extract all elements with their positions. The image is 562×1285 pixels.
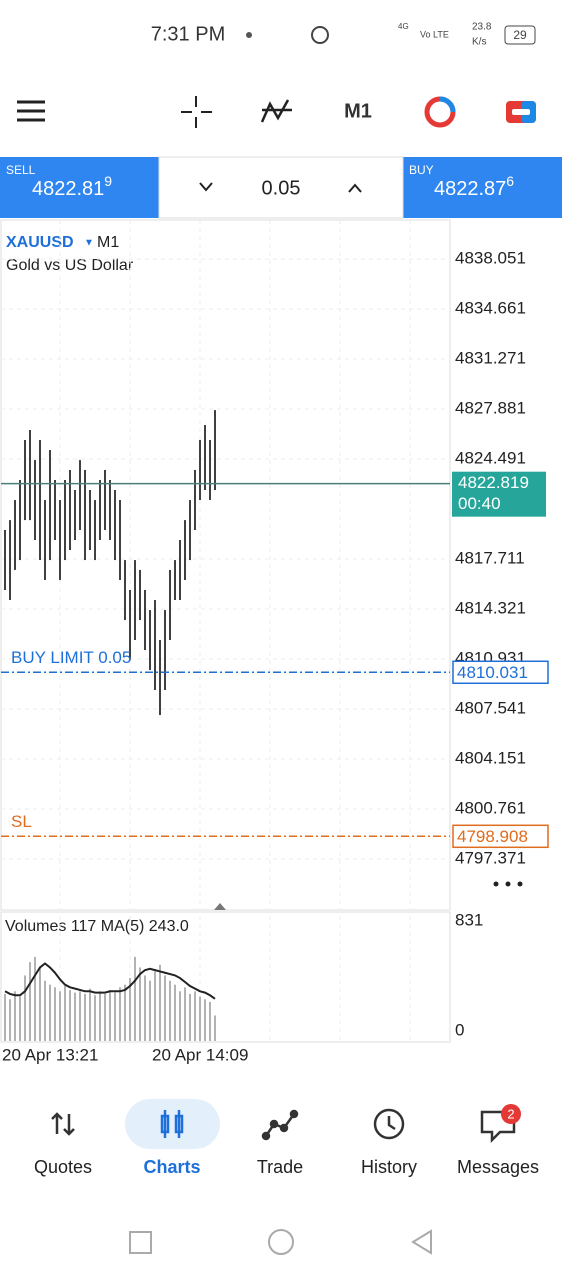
y-tick-label: 4804.151: [455, 748, 526, 767]
volume-frame: [0, 911, 451, 1043]
order-price: 4810.031: [457, 663, 528, 682]
speed-unit: K/s: [472, 37, 486, 48]
splitter[interactable]: [214, 903, 226, 910]
nav-label[interactable]: Messages: [457, 1157, 539, 1177]
buy-price: 4822.876: [434, 173, 514, 201]
order-price-box: [452, 660, 549, 685]
buy-price-main: 4822.87: [434, 178, 506, 200]
y-tick-label: 4838.051: [455, 249, 526, 268]
y-tick-label: 4800.761: [455, 798, 526, 817]
trade-icon: [261, 1109, 299, 1141]
chart-frame: [0, 219, 451, 911]
objects-icon: [439, 96, 456, 113]
more-button[interactable]: [493, 881, 523, 887]
history-icon: [373, 1108, 405, 1140]
chart-timeframe: M1: [97, 234, 119, 251]
y-tick-label: 4797.371: [455, 848, 526, 867]
active-pill: [125, 1099, 220, 1149]
badge: [501, 1104, 521, 1124]
lot-up[interactable]: [348, 183, 362, 193]
volume-title: Volumes 117 MA(5) 243.0: [5, 918, 189, 935]
home-button[interactable]: [268, 1229, 294, 1255]
order-price: 4798.908: [457, 827, 528, 846]
sell-price-main: 4822.81: [32, 178, 104, 200]
buy-label: BUY: [409, 163, 434, 177]
clock: 7:31 PM: [151, 23, 225, 45]
current-price-box: [452, 471, 546, 517]
nav-label[interactable]: Charts: [143, 1157, 200, 1177]
badge-count: 2: [507, 1106, 514, 1121]
quotes-icon: [51, 1112, 75, 1136]
menu-button[interactable]: [17, 100, 45, 122]
buy-price-sup: 6: [506, 173, 514, 189]
description: Gold vs US Dollar: [6, 257, 134, 274]
y-tick-label: 4834.661: [455, 299, 526, 318]
current-price-timer: 00:40: [458, 494, 501, 513]
trade-icon: [512, 109, 530, 115]
nav-label[interactable]: Quotes: [34, 1157, 92, 1177]
volume-tick-label: 831: [455, 910, 483, 929]
y-tick-label: 4817.711: [455, 548, 525, 567]
symbol[interactable]: XAUUSD: [6, 234, 74, 251]
nav-label[interactable]: History: [361, 1157, 417, 1177]
current-price-label: 4822.819: [458, 473, 529, 492]
order-label: SL: [11, 812, 32, 831]
y-tick-label: 4827.881: [455, 399, 526, 418]
y-tick-label: 4824.491: [455, 449, 526, 468]
y-tick-label: 4814.321: [455, 598, 526, 617]
buy-button[interactable]: [403, 157, 562, 218]
lot[interactable]: 0.05: [262, 177, 301, 199]
net: 4G: [398, 22, 409, 31]
order-price-box: [452, 824, 549, 849]
charts-icon: [160, 1110, 184, 1138]
battery: [504, 25, 536, 45]
sell-label: SELL: [6, 163, 36, 177]
back-button[interactable]: [411, 1229, 432, 1255]
sell-button[interactable]: [0, 157, 159, 218]
dot: [246, 32, 252, 38]
y-tick-label: 4831.271: [455, 349, 526, 368]
alarm-icon: [311, 26, 329, 44]
battery-level: 29: [513, 28, 527, 42]
y-tick-label: 4807.541: [455, 698, 526, 717]
speed: 23.8: [472, 22, 492, 33]
recents-button[interactable]: [129, 1231, 152, 1254]
crosshair-button[interactable]: [181, 96, 212, 128]
indicators-button[interactable]: [260, 99, 292, 123]
volume-ma: [4, 962, 216, 1000]
symbol-arrow: ▼: [84, 238, 94, 249]
x-label: 20 Apr 13:21: [2, 1045, 98, 1064]
lot-box: [158, 156, 404, 219]
volte: Vo LTE: [420, 29, 449, 39]
x-label: 20 Apr 14:09: [152, 1045, 248, 1064]
nav-label[interactable]: Trade: [257, 1157, 303, 1177]
order-label: BUY LIMIT 0.05: [11, 648, 131, 667]
sell-price: 4822.819: [32, 173, 112, 201]
lot-down[interactable]: [199, 182, 213, 192]
volume-tick-label: 0: [455, 1020, 464, 1039]
timeframe-button[interactable]: M1: [344, 100, 372, 122]
sell-price-sup: 9: [104, 173, 112, 189]
